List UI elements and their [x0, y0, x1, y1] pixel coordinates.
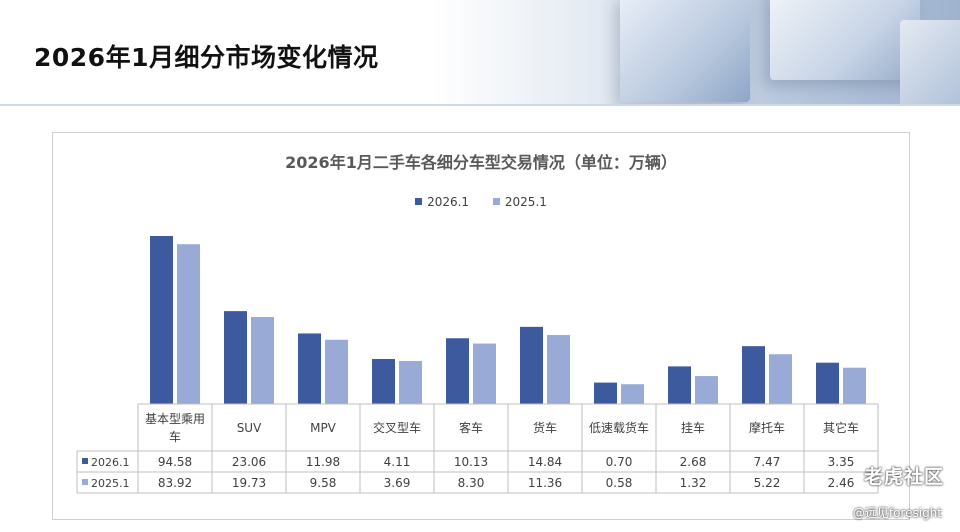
bar-2025.1-3 [399, 360, 422, 404]
bar-2025.1-5 [547, 335, 570, 404]
legend-label-2026: 2026.1 [427, 195, 470, 209]
data-label-2025.1: 5.22 [754, 476, 781, 490]
decor-cube [900, 20, 960, 104]
category-label: 基本型乘用车 [145, 412, 205, 444]
bar-2025.1-0 [177, 244, 200, 404]
decor-cube [770, 0, 920, 80]
category-label: 客车 [459, 420, 483, 435]
data-label-2026.1: 7.47 [754, 455, 781, 469]
data-label-2026.1: 3.35 [828, 455, 855, 469]
data-label-2026.1: 0.70 [606, 455, 633, 469]
decor-cube [620, 0, 750, 102]
category-label: 货车 [533, 420, 557, 435]
bar-2026.1-3 [372, 358, 395, 404]
header-banner: 2026年1月细分市场变化情况 [0, 0, 960, 106]
data-label-2026.1: 94.58 [158, 455, 192, 469]
watermark-credit: @远见foresight [852, 506, 942, 520]
chart-title: 2026年1月二手车各细分车型交易情况（单位：万辆） [285, 153, 677, 172]
bar-2026.1-9 [816, 362, 839, 404]
data-label-2025.1: 0.58 [606, 476, 633, 490]
bar-2026.1-2 [298, 333, 321, 404]
data-label-2025.1: 9.58 [310, 476, 337, 490]
bar-2026.1-5 [520, 326, 543, 404]
data-label-2025.1: 83.92 [158, 476, 192, 490]
legend-label-2025: 2025.1 [504, 195, 547, 209]
bar-2026.1-4 [446, 338, 469, 404]
legend-item-2026: 2026.1 [415, 195, 469, 209]
category-label: 低速载货车 [589, 420, 649, 435]
bar-2026.1-7 [668, 366, 691, 404]
data-label-2025.1: 3.69 [384, 476, 411, 490]
legend-item-2025: 2025.1 [492, 195, 547, 209]
chart-plot: 基本型乘用车 SUV MPV 交叉型车 客车 货车 低速载货车 挂车 摩托车 其它车 2026.1 9… [76, 236, 879, 494]
category-label: 挂车 [681, 420, 705, 435]
data-label-2025.1: 19.73 [232, 476, 266, 490]
bar-2025.1-6 [621, 384, 644, 404]
category-label: 摩托车 [749, 420, 785, 435]
data-label-2026.1: 10.13 [454, 455, 488, 469]
bar-2025.1-8 [769, 354, 792, 404]
data-label-2025.1: 1.32 [680, 476, 707, 490]
legend-swatch-2025 [492, 198, 500, 205]
bar-2025.1-2 [325, 339, 348, 404]
page-title: 2026年1月细分市场变化情况 [34, 43, 379, 72]
bar-2025.1-7 [695, 376, 718, 404]
data-label-2026.1: 4.11 [384, 455, 411, 469]
data-label-2026.1: 11.98 [306, 455, 340, 469]
bar-2026.1-8 [742, 346, 765, 404]
category-label: 其它车 [823, 420, 859, 435]
bar-2026.1-0 [150, 236, 173, 404]
category-label: MPV [310, 421, 337, 435]
category-label: 交叉型车 [373, 420, 421, 435]
bar-2025.1-1 [251, 317, 274, 404]
bar-2025.1-9 [843, 367, 866, 404]
data-label-2025.1: 11.36 [528, 476, 562, 490]
bar-2026.1-6 [594, 382, 617, 404]
row-header-2025.1: 2025.1 [91, 477, 130, 490]
row-swatch-2026.1 [82, 458, 88, 464]
data-label-2025.1: 2.46 [828, 476, 855, 490]
data-label-2025.1: 8.30 [458, 476, 485, 490]
data-label-2026.1: 23.06 [232, 455, 266, 469]
bar-2025.1-4 [473, 343, 496, 404]
row-header-2026.1: 2026.1 [91, 456, 130, 469]
legend-swatch-2026 [415, 198, 423, 205]
category-label: SUV [237, 421, 262, 435]
chart-container: 2026年1月二手车各细分车型交易情况（单位：万辆） 2026.1 2025.1… [52, 132, 910, 520]
bar-2026.1-1 [224, 311, 247, 404]
data-label-2026.1: 2.68 [680, 455, 707, 469]
watermark-logo: 老虎社区 [863, 466, 944, 488]
row-swatch-2025.1 [82, 479, 88, 485]
data-label-2026.1: 14.84 [528, 455, 562, 469]
chart-legend: 2026.1 2025.1 [53, 195, 909, 209]
